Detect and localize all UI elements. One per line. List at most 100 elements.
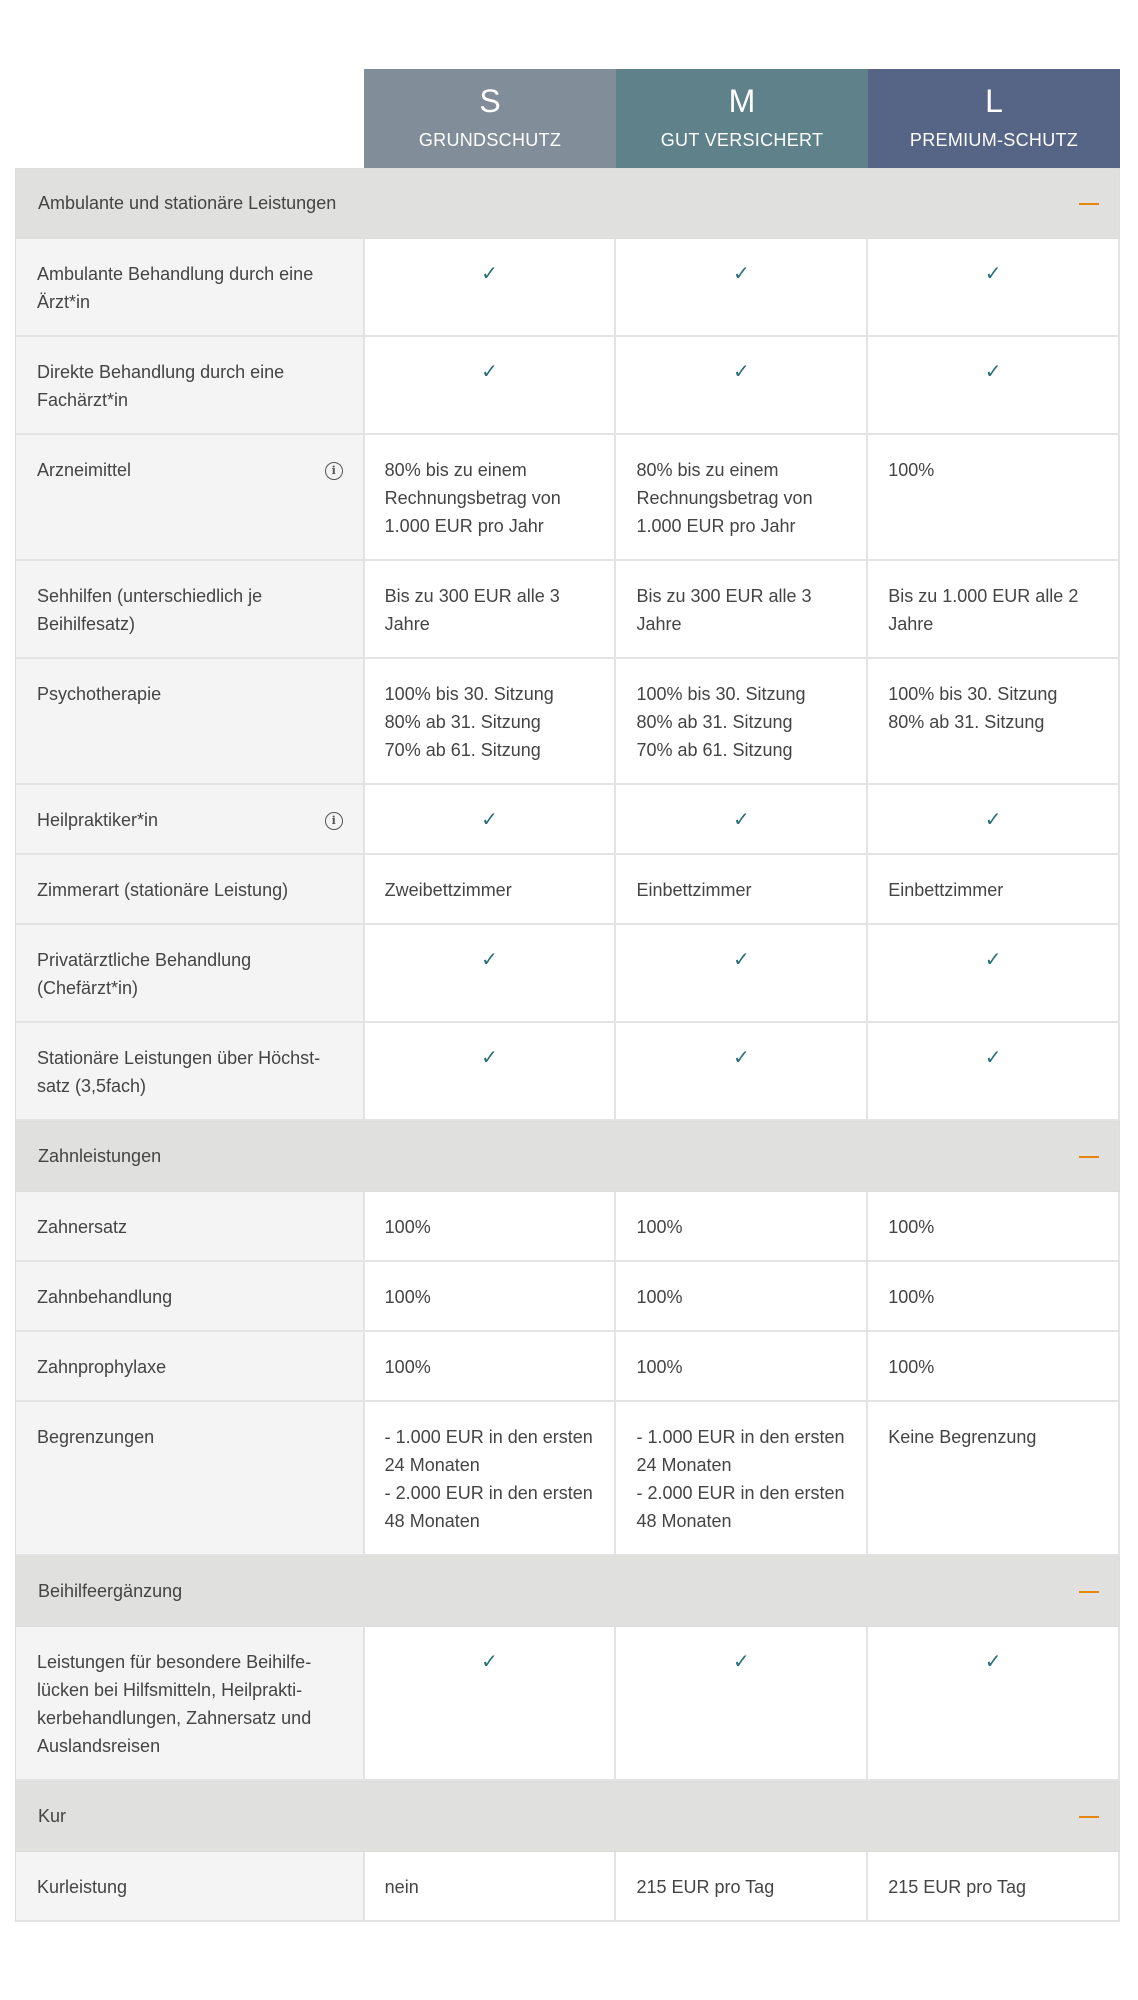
cell-value: 100%: [384, 1287, 431, 1307]
table-row: Direkte Behandlung durch eine Fachärzt*i…: [15, 337, 1121, 435]
value-cell: Bis zu 300 EUR alle 3 Jahre: [364, 561, 617, 659]
value-cell: 100% bis 30. Sitzung 80% ab 31. Sitzung …: [364, 659, 617, 785]
row-label-cell: Kurleistung: [16, 1852, 365, 1922]
row-label: Arzneimittel: [37, 460, 132, 480]
info-icon[interactable]: i: [324, 812, 343, 830]
value-cell: 80% bis zu einem Rechnungsbetrag von 1.0…: [616, 435, 869, 561]
row-label-cell: Psychotherapie: [16, 659, 365, 785]
value-cell: ✓: [616, 1023, 869, 1121]
cell-value: 215 EUR pro Tag: [888, 1877, 1026, 1897]
table-row: Leistungen für besondere Beihilfe-lücken…: [15, 1627, 1121, 1781]
section-header[interactable]: Zahnleistungen: [15, 1121, 1120, 1192]
value-cell: Einbettzimmer: [868, 855, 1121, 925]
value-cell: 100%: [616, 1332, 869, 1402]
row-label-cell: Leistungen für besondere Beihilfe-lücken…: [16, 1627, 365, 1781]
table-row: Zimmerart (stationäre Leistung) Zweibettz…: [15, 855, 1121, 925]
cell-value: Bis zu 300 EUR alle 3 Jahre: [384, 586, 560, 634]
section-header[interactable]: Kur: [15, 1781, 1120, 1852]
row-label: Heilpraktiker*in: [37, 810, 159, 830]
check-icon: ✓: [984, 809, 1002, 831]
cell-value: Zweibettzimmer: [384, 880, 512, 900]
check-icon: ✓: [732, 949, 750, 971]
minus-icon[interactable]: [1079, 1155, 1099, 1158]
table-row: Stationäre Leistungen über Höchst-satz (…: [15, 1023, 1121, 1121]
plan-name: GRUNDSCHUTZ: [418, 130, 562, 150]
check-icon: ✓: [732, 263, 750, 285]
cell-value: Bis zu 300 EUR alle 3 Jahre: [636, 586, 812, 634]
row-label: Kurleistung: [37, 1877, 128, 1897]
table-row: Heilpraktiker*in i ✓ ✓ ✓: [15, 785, 1121, 855]
section-title: Ambulante und stationäre Leistungen: [38, 193, 337, 213]
row-label-cell: Begrenzungen: [16, 1402, 365, 1556]
table-row: Ambulante Behandlung durch eine Ärzt*in ✓…: [15, 239, 1121, 337]
cell-value: nein: [384, 1877, 419, 1897]
minus-icon[interactable]: [1079, 202, 1099, 205]
value-cell: 100%: [616, 1192, 869, 1262]
value-cell: ✓: [868, 785, 1121, 855]
value-cell: 100%: [364, 1332, 617, 1402]
table-row: Sehhilfen (unterschiedlich je Beihilfesa…: [15, 561, 1121, 659]
table-row: Zahnbehandlung 100% 100% 100%: [15, 1262, 1121, 1332]
check-icon: ✓: [732, 1651, 750, 1673]
value-cell: Bis zu 1.000 EUR alle 2 Jahre: [868, 561, 1121, 659]
plan-s-header: S GRUNDSCHUTZ: [364, 69, 616, 168]
row-label-cell: Privatärztliche Behandlung (Chefärzt*in): [16, 925, 365, 1023]
row-label-cell: Zahnprophylaxe: [16, 1332, 365, 1402]
row-label-cell: Ambulante Behandlung durch eine Ärzt*in: [16, 239, 365, 337]
cell-value: Einbettzimmer: [888, 880, 1004, 900]
plan-letter: S: [479, 83, 501, 119]
value-cell: 100%: [616, 1262, 869, 1332]
plan-name: PREMIUM-SCHUTZ: [909, 130, 1079, 150]
value-cell: ✓: [364, 1627, 617, 1781]
minus-icon[interactable]: [1079, 1815, 1099, 1818]
row-label: Stationäre Leistungen über Höchst-satz (…: [37, 1048, 321, 1096]
row-label: Leistungen für besondere Beihilfe-lücken…: [37, 1652, 312, 1756]
row-label: Zahnbehandlung: [37, 1287, 173, 1307]
value-cell: 100% bis 30. Sitzung 80% ab 31. Sitzung …: [616, 659, 869, 785]
value-cell: - 1.000 EUR in den ersten 24 Monaten - 2…: [364, 1402, 617, 1556]
plan-header: S GRUNDSCHUTZ M GUT VERSICHERT L PREMIUM…: [15, 69, 1120, 168]
cell-value: 100%: [636, 1217, 683, 1237]
value-cell: 100%: [868, 1332, 1121, 1402]
value-cell: 100%: [868, 1262, 1121, 1332]
plan-name: GUT VERSICHERT: [660, 130, 824, 150]
value-cell: - 1.000 EUR in den ersten 24 Monaten - 2…: [616, 1402, 869, 1556]
value-cell: ✓: [868, 337, 1121, 435]
value-cell: ✓: [364, 1023, 617, 1121]
row-label-cell: Arzneimittel i: [16, 435, 365, 561]
row-label-cell: Zahnbehandlung: [16, 1262, 365, 1332]
minus-icon[interactable]: [1079, 1590, 1099, 1593]
value-cell: 100%: [868, 1192, 1121, 1262]
table-row: Arzneimittel i 80% bis zu einem Rechnungsb…: [15, 435, 1121, 561]
cell-value: Keine Begrenzung: [888, 1427, 1037, 1447]
table-row: Zahnprophylaxe 100% 100% 100%: [15, 1332, 1121, 1402]
value-cell: ✓: [616, 337, 869, 435]
section-title: Kur: [38, 1806, 67, 1826]
section-header[interactable]: Beihilfeergänzung: [15, 1556, 1120, 1627]
value-cell: ✓: [364, 239, 617, 337]
value-cell: Zweibettzimmer: [364, 855, 617, 925]
section-header[interactable]: Ambulante und stationäre Leistungen: [15, 168, 1120, 239]
cell-value: 80% bis zu einem Rechnungsbetrag von 1.0…: [384, 460, 561, 536]
value-cell: ✓: [364, 337, 617, 435]
row-label: Zimmerart (stationäre Leistung): [37, 880, 289, 900]
row-label-cell: Zimmerart (stationäre Leistung): [16, 855, 365, 925]
table-row: Begrenzungen - 1.000 EUR in den ersten 24…: [15, 1402, 1121, 1556]
cell-value: 80% bis zu einem Rechnungsbetrag von 1.0…: [636, 460, 813, 536]
value-cell: nein: [364, 1852, 617, 1922]
table-row: Zahnersatz 100% 100% 100%: [15, 1192, 1121, 1262]
info-icon[interactable]: i: [324, 462, 343, 480]
value-cell: ✓: [868, 239, 1121, 337]
row-label: Direkte Behandlung durch eine Fachärzt*i…: [37, 362, 285, 410]
table-row: Privatärztliche Behandlung (Chefärzt*in)…: [15, 925, 1121, 1023]
check-icon: ✓: [481, 361, 498, 383]
value-cell: ✓: [364, 925, 617, 1023]
row-label-cell: Stationäre Leistungen über Höchst-satz (…: [16, 1023, 365, 1121]
plan-letter: L: [985, 83, 1003, 119]
table-body: Ambulante und stationäre Leistungen Ambul…: [15, 168, 1121, 1922]
check-icon: ✓: [984, 1047, 1002, 1069]
header-spacer: [15, 69, 364, 168]
value-cell: ✓: [868, 1023, 1121, 1121]
row-label: Zahnersatz: [37, 1217, 128, 1237]
check-icon: ✓: [984, 1651, 1002, 1673]
